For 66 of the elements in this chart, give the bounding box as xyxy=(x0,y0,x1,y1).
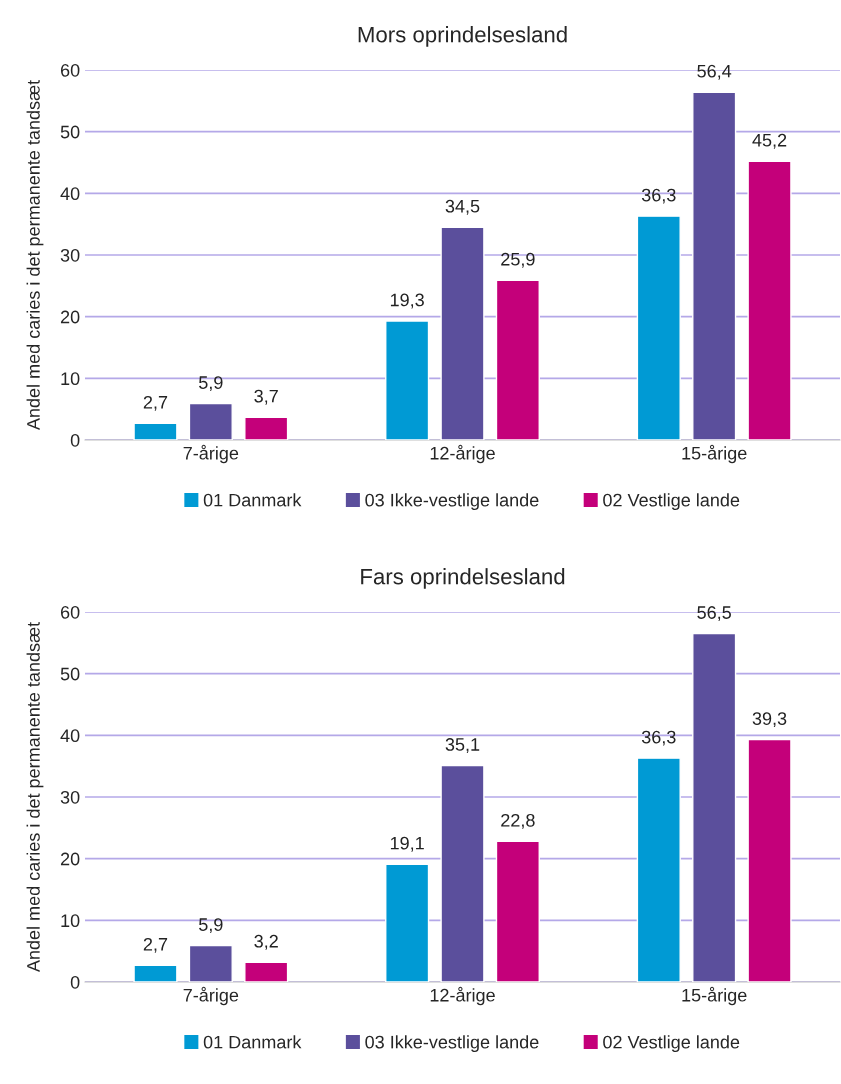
data-label: 5,9 xyxy=(199,376,223,392)
bar xyxy=(636,757,681,982)
bar xyxy=(188,402,233,440)
x-tick-label: 7-årige xyxy=(183,986,239,1006)
y-axis-title: Andel med caries i det permanente tandsæt xyxy=(26,621,44,973)
data-label: 3,7 xyxy=(254,389,278,405)
bar xyxy=(385,863,430,982)
data-label: 36,3 xyxy=(641,188,676,204)
y-tick-label: 20 xyxy=(60,852,80,866)
data-label: 45,2 xyxy=(752,133,787,149)
bar xyxy=(495,279,540,440)
bar xyxy=(440,226,485,440)
legend-label: 01 Danmark xyxy=(203,493,302,507)
legend-label: 03 Ikke-vestlige lande xyxy=(365,493,539,511)
bar xyxy=(133,422,178,440)
data-label: 56,5 xyxy=(697,606,731,622)
bar xyxy=(440,764,485,982)
data-label: 3,2 xyxy=(254,934,278,950)
data-label: 35,1 xyxy=(445,738,480,753)
bar xyxy=(636,215,681,440)
legend-label: 02 Vestlige lande xyxy=(603,1035,740,1053)
y-tick-label: 40 xyxy=(60,729,80,743)
chart-title: Mors oprindelsesland xyxy=(358,26,567,47)
y-tick-label: 60 xyxy=(60,63,80,77)
bar xyxy=(747,738,792,982)
data-label: 34,5 xyxy=(445,199,480,215)
bar xyxy=(244,961,289,982)
y-tick-label: 30 xyxy=(60,790,80,804)
y-tick-label: 10 xyxy=(61,372,80,386)
y-tick-label: 50 xyxy=(60,125,80,139)
bar xyxy=(133,964,178,982)
y-axis-title: Andel med caries i det permanente tandsæt xyxy=(26,79,44,431)
legend-label: 01 Danmark xyxy=(203,1035,302,1049)
x-tick-label: 15-årige xyxy=(682,444,747,464)
x-tick-label: 7-årige xyxy=(183,444,239,464)
y-tick-label: 60 xyxy=(60,605,80,619)
data-label: 39,3 xyxy=(752,712,787,728)
chart-title: Fars oprindelsesland xyxy=(361,568,565,589)
y-tick-label: 0 xyxy=(70,433,80,447)
bar xyxy=(747,160,792,440)
x-tick-label: 12-årige xyxy=(430,986,495,1006)
x-tick-label: 15-årige xyxy=(682,986,747,1006)
y-tick-label: 50 xyxy=(60,667,80,681)
data-label: 25,9 xyxy=(501,252,535,268)
data-label: 2,7 xyxy=(143,937,168,953)
bar xyxy=(692,91,737,440)
y-tick-label: 10 xyxy=(61,914,80,928)
data-label: 56,4 xyxy=(697,64,732,80)
data-label: 5,9 xyxy=(199,918,223,934)
data-label: 22,8 xyxy=(501,813,535,829)
data-label: 2,7 xyxy=(143,395,168,411)
y-tick-label: 0 xyxy=(70,975,80,989)
bar xyxy=(692,632,737,982)
data-label: 36,3 xyxy=(641,730,676,746)
bar xyxy=(385,320,430,440)
bar xyxy=(495,840,540,982)
data-label: 19,1 xyxy=(390,836,424,852)
y-tick-label: 20 xyxy=(60,310,80,324)
bar xyxy=(244,416,289,440)
y-tick-label: 30 xyxy=(60,248,80,262)
x-tick-label: 12-årige xyxy=(430,444,495,464)
bar xyxy=(188,944,233,982)
legend-label: 02 Vestlige lande xyxy=(603,493,740,511)
data-label: 19,3 xyxy=(390,293,424,309)
legend-label: 03 Ikke-vestlige lande xyxy=(365,1035,539,1053)
y-tick-label: 40 xyxy=(60,187,80,201)
